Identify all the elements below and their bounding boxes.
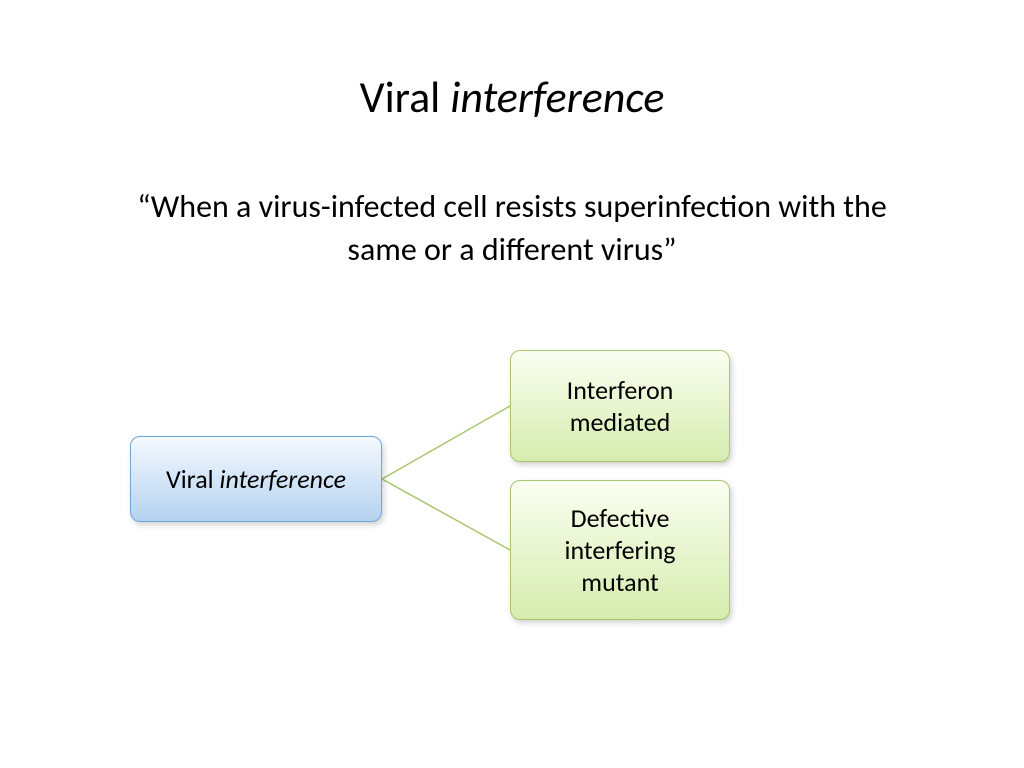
slide: Viral interference “When a virus-infecte… [0,0,1024,768]
connector-line-2 [382,479,510,550]
definition-text: “When a virus-infected cell resists supe… [102,185,922,271]
node-child-1-label: Interferon mediated [525,374,715,438]
node-child-1: Interferon mediated [510,350,730,462]
node-child-2-label: Defective interfering mutant [525,502,715,598]
node-root: Viral interference [130,436,382,522]
node-child-2: Defective interfering mutant [510,480,730,620]
connector-line-1 [382,406,510,479]
node-root-label: Viral interference [166,463,346,495]
title-word-1: Viral [360,70,451,124]
node-root-label-plain: Viral [166,463,220,495]
slide-title: Viral interference [0,70,1024,124]
title-word-2: interference [450,70,664,124]
node-root-label-italic: interference [220,463,347,495]
